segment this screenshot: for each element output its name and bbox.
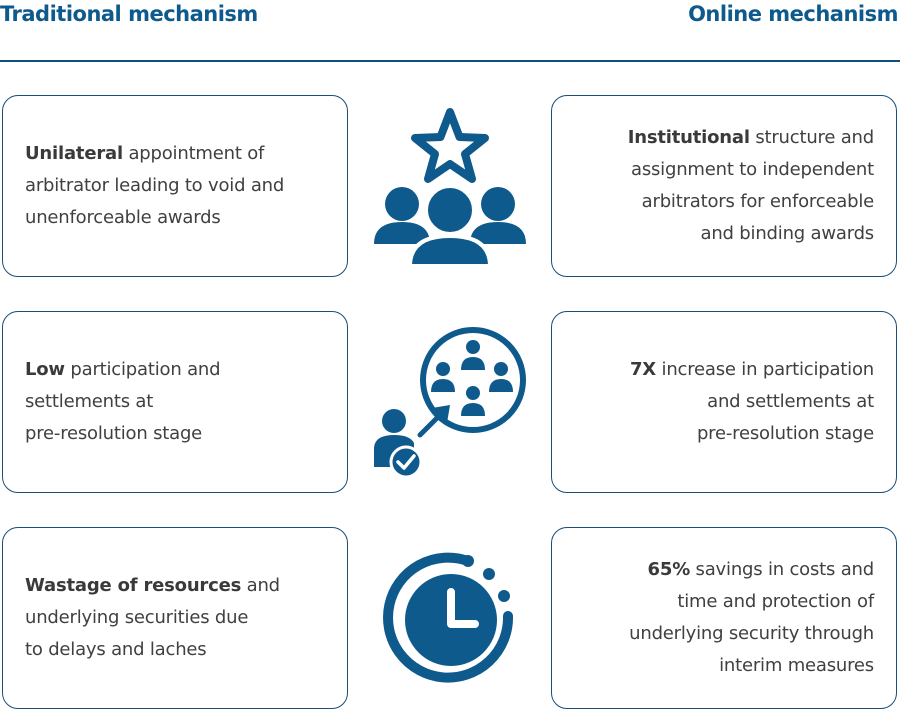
participation-network-icon <box>370 325 530 480</box>
card-line: settlements at <box>25 391 154 412</box>
online-mechanism-heading: Online mechanism <box>688 2 898 26</box>
people-star-icon <box>370 104 530 269</box>
card-line: 7X increase in participation <box>629 359 874 380</box>
card-line: Low participation and <box>25 359 221 380</box>
online-card-appointment: Institutional structure and assignment t… <box>551 95 897 277</box>
traditional-mechanism-heading: Traditional mechanism <box>0 2 258 26</box>
card-line: pre-resolution stage <box>696 423 874 444</box>
card-line: Institutional structure and <box>627 127 874 148</box>
traditional-card-participation: Low participation and settlements at pre… <box>2 311 348 493</box>
card-line: 65% savings in costs and <box>647 559 875 580</box>
card-line: arbitrators for enforceable <box>641 191 875 212</box>
stopwatch-clock-icon <box>383 552 518 687</box>
card-line: unenforceable awards <box>25 207 221 228</box>
online-card-participation: 7X increase in participation and settlem… <box>551 311 897 493</box>
traditional-card-appointment: Unilateral appointment of arbitrator lea… <box>2 95 348 277</box>
card-line: time and protection of <box>677 591 874 612</box>
card-line: to delays and laches <box>25 639 207 660</box>
card-line: arbitrator leading to void and <box>25 175 285 196</box>
card-line: interim measures <box>719 655 874 676</box>
card-line: underlying securities due <box>25 607 249 628</box>
card-line: pre-resolution stage <box>25 423 203 444</box>
card-line: assignment to independent <box>631 159 874 180</box>
online-card-savings: 65% savings in costs and time and protec… <box>551 527 897 709</box>
traditional-card-resources: Wastage of resources and underlying secu… <box>2 527 348 709</box>
card-line: and binding awards <box>700 223 875 244</box>
card-line: underlying security through <box>629 623 874 644</box>
header-divider <box>0 60 900 62</box>
card-line: Wastage of resources and <box>25 575 280 596</box>
card-line: Unilateral appointment of <box>25 143 265 164</box>
card-line: and settlements at <box>707 391 874 412</box>
